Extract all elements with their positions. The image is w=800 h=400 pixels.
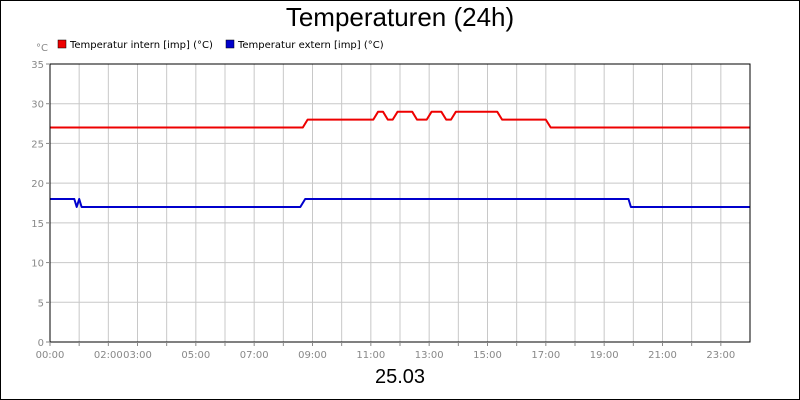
y-tick-label-35: 35: [31, 60, 44, 71]
legend: Temperatur intern [imp] (°C) Temperatur e…: [57, 39, 384, 51]
series-layer: [50, 110, 750, 208]
x-tick-label-0: 00:00: [36, 350, 65, 361]
x-tick-label-21: 21:00: [648, 350, 677, 361]
y-tick-label-10: 10: [31, 259, 44, 270]
series-line-0: [50, 110, 750, 129]
y-axis-ticks: 0 5 10 15 20 25 30 35: [31, 60, 50, 349]
x-axis-label: 25.03: [374, 366, 426, 388]
legend-label-0: Temperatur intern [imp] (°C): [69, 40, 213, 51]
y-tick-label-20: 20: [31, 179, 44, 190]
y-axis-unit-label: °C: [36, 43, 48, 54]
y-tick-label-0: 0: [38, 338, 44, 349]
series-line-1: [50, 198, 750, 208]
legend-label-1: Temperatur extern [imp] (°C): [237, 40, 384, 51]
legend-swatch-1: [225, 39, 235, 49]
legend-swatch-0: [57, 39, 67, 49]
y-tick-label-25: 25: [31, 139, 44, 150]
x-tick-label-11: 11:00: [356, 350, 385, 361]
x-tick-label-19: 19:00: [590, 350, 619, 361]
x-tick-label-23: 23:00: [706, 350, 735, 361]
chart-title: Temperaturen (24h): [285, 2, 515, 32]
x-tick-label-15: 15:00: [473, 350, 502, 361]
y-tick-label-5: 5: [38, 298, 44, 309]
x-tick-label-5: 05:00: [181, 350, 210, 361]
x-tick-label-2: 02:00: [94, 350, 123, 361]
x-axis-ticks: 00:00 02:00 03:00 05:00 07:00 09:00 11:00 13:00…: [36, 342, 735, 361]
x-tick-label-9: 09:00: [298, 350, 327, 361]
x-tick-label-7: 07:00: [240, 350, 269, 361]
y-tick-label-15: 15: [31, 219, 44, 230]
x-tick-label-3: 03:00: [123, 350, 152, 361]
y-tick-label-30: 30: [31, 100, 44, 111]
x-tick-label-13: 13:00: [415, 350, 444, 361]
x-tick-label-17: 17:00: [531, 350, 560, 361]
